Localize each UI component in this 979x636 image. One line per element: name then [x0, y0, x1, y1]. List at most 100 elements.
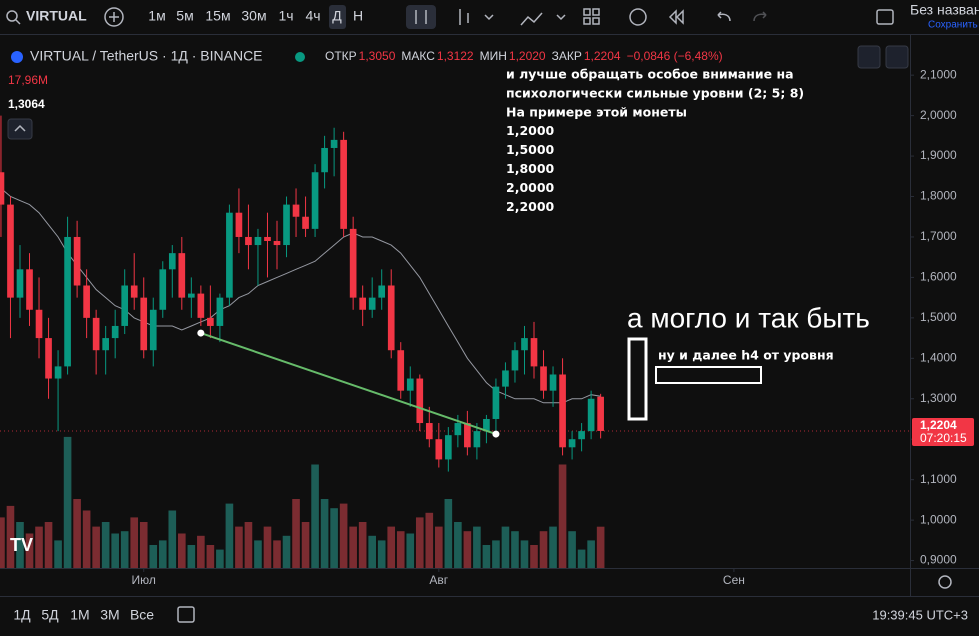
ma-label: 1,3064: [8, 97, 45, 111]
candle-body: [397, 350, 405, 391]
candle-body: [349, 228, 357, 298]
level-box: [655, 366, 762, 384]
interval[interactable]: 4ч: [305, 8, 320, 24]
y-tick-label: 2,1000: [920, 67, 957, 81]
volume-bar: [111, 533, 119, 568]
range-button[interactable]: 5Д: [41, 607, 59, 623]
candle-body: [92, 317, 100, 351]
volume-bar: [387, 526, 396, 568]
candle-body: [321, 147, 328, 173]
range-button[interactable]: 1М: [70, 607, 89, 623]
save-link[interactable]: Сохранить: [928, 20, 978, 31]
plot: [0, 74, 914, 572]
volume-bar: [415, 517, 424, 568]
volume-bar: [501, 526, 510, 568]
range-button[interactable]: 1Д: [13, 607, 31, 623]
date-range-icon[interactable]: [177, 606, 195, 623]
candle-icon: [415, 10, 427, 24]
moving-average: [0, 188, 601, 404]
candle-body: [235, 212, 243, 237]
candle-body: [111, 325, 119, 339]
y-tick-label: 1,0000: [920, 512, 957, 526]
volume-label: 17,96М: [8, 73, 48, 87]
trendline-anchor: [197, 329, 205, 337]
candle-body: [245, 236, 252, 246]
candle-body: [35, 309, 43, 339]
replay-icon[interactable]: [668, 9, 684, 25]
candle-body: [530, 338, 538, 367]
interval-active: [329, 5, 346, 29]
layout-icon: [592, 17, 600, 25]
chart-title: VIRTUAL / TetherUS · 1Д · BINANCE: [30, 48, 263, 64]
candle-body: [597, 396, 604, 431]
candle-type-button[interactable]: [406, 5, 436, 29]
symbol[interactable]: VIRTUAL: [26, 8, 87, 24]
bar-icon[interactable]: [459, 9, 469, 25]
interval[interactable]: 30м: [241, 8, 266, 24]
candle-body: [207, 317, 214, 326]
candle-body: [54, 366, 62, 379]
candle-body: [0, 172, 5, 205]
annotation-small: ну и далее h4 от уровня: [658, 348, 834, 363]
intervals: 1м 5м 15м 30м 1ч 4ч Д Н: [148, 5, 363, 29]
volume-bar: [511, 531, 519, 568]
ohlc-value: 1,2204: [584, 49, 621, 63]
volume-bar: [216, 549, 224, 568]
interval[interactable]: 5м: [176, 8, 193, 24]
candle-body: [387, 285, 395, 351]
layout-icon[interactable]: [583, 8, 591, 16]
volume-bar: [92, 526, 100, 568]
volume-bar: [444, 499, 453, 568]
volume-bar: [0, 517, 5, 568]
volume-bar: [425, 512, 434, 568]
settings-icon[interactable]: [938, 575, 952, 589]
redo-icon[interactable]: [753, 11, 767, 22]
alert-icon[interactable]: [629, 8, 647, 26]
collapse-legend[interactable]: [7, 118, 33, 140]
note-block: и лучше обращать особое внимание на психо…: [506, 67, 804, 214]
dropdown[interactable]: [556, 14, 566, 21]
undo-icon[interactable]: [717, 11, 731, 22]
ohlc-name: ОТКР: [325, 49, 357, 63]
y-tick-label: 1,6000: [920, 270, 957, 284]
range-button[interactable]: 3М: [100, 607, 119, 623]
volume-bar: [549, 526, 557, 568]
candle-body: [435, 439, 443, 460]
volume-bar: [482, 545, 491, 568]
maximize-button[interactable]: [885, 45, 909, 69]
candle-body: [140, 297, 148, 351]
candle-body: [568, 439, 576, 448]
note-line: и лучше обращать особое внимание на: [506, 67, 794, 82]
interval[interactable]: 15м: [205, 8, 230, 24]
volume-bar: [16, 522, 24, 568]
interval[interactable]: 1м: [148, 8, 165, 24]
add-symbol[interactable]: [104, 7, 124, 27]
volume-bar: [63, 436, 72, 568]
candle-body: [254, 236, 262, 246]
search-icon[interactable]: [6, 10, 18, 22]
scroll-button[interactable]: [857, 45, 881, 69]
trendline: [200, 332, 497, 436]
countdown: 07:20:15: [920, 431, 967, 445]
dropdown[interactable]: [484, 14, 494, 21]
interval[interactable]: Н: [353, 8, 363, 24]
candle-body: [26, 269, 33, 310]
volume-bar: [44, 522, 53, 568]
volume-bar: [301, 522, 310, 568]
candle-body: [549, 374, 557, 391]
note-line: психологически сильные уровни (2; 5; 8): [506, 85, 804, 100]
candle-body: [7, 204, 14, 298]
tv-logo: TV: [10, 535, 33, 555]
note-line: На примере этой монеты: [506, 104, 687, 119]
indicators-icon[interactable]: [520, 12, 543, 26]
candle-body: [416, 378, 424, 424]
range-button[interactable]: Все: [130, 607, 154, 623]
interval[interactable]: Д: [332, 8, 342, 24]
layout-save-icon[interactable]: [876, 9, 894, 25]
interval[interactable]: 1ч: [278, 8, 293, 24]
note-line: 2,2000: [506, 199, 555, 214]
volume-bar: [530, 545, 538, 568]
layout-icon: [583, 17, 591, 25]
layout-name[interactable]: Без назван: [910, 2, 979, 18]
